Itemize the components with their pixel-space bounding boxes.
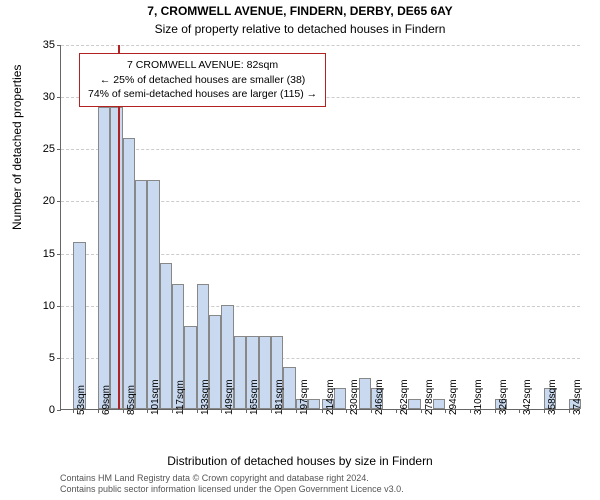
- x-tick-label: 181sqm: [274, 379, 285, 415]
- x-tick-label: 374sqm: [572, 379, 583, 415]
- y-tick-label: 25: [43, 143, 55, 155]
- y-tick-mark: [57, 45, 61, 46]
- x-tick-mark: [221, 409, 222, 413]
- gridline: [61, 45, 580, 46]
- histogram-bar: [123, 138, 135, 409]
- y-tick-label: 10: [43, 300, 55, 312]
- histogram-bar: [135, 180, 147, 409]
- x-tick-label: 197sqm: [299, 379, 310, 415]
- histogram-bar: [110, 107, 122, 409]
- y-tick-mark: [57, 201, 61, 202]
- y-axis-label: Number of detached properties: [10, 65, 24, 230]
- y-tick-mark: [57, 97, 61, 98]
- chart-subtitle: Size of property relative to detached ho…: [0, 22, 600, 36]
- histogram-bar: [408, 399, 420, 409]
- annotation-line2: ← 25% of detached houses are smaller (38…: [88, 73, 317, 88]
- x-tick-mark: [421, 409, 422, 413]
- y-tick-mark: [57, 410, 61, 411]
- x-tick-mark: [296, 409, 297, 413]
- y-tick-mark: [57, 149, 61, 150]
- x-tick-mark: [172, 409, 173, 413]
- histogram-bar: [283, 367, 295, 409]
- x-tick-label: 85sqm: [126, 385, 137, 415]
- histogram-bar: [73, 242, 85, 409]
- x-tick-label: 358sqm: [547, 379, 558, 415]
- x-tick-mark: [346, 409, 347, 413]
- attribution-text: Contains HM Land Registry data © Crown c…: [60, 473, 404, 496]
- x-tick-label: 278sqm: [424, 379, 435, 415]
- x-tick-mark: [396, 409, 397, 413]
- attribution-line2: Contains public sector information licen…: [60, 484, 404, 496]
- x-tick-mark: [123, 409, 124, 413]
- annotation-box: 7 CROMWELL AVENUE: 82sqm← 25% of detache…: [79, 53, 326, 107]
- x-tick-mark: [73, 409, 74, 413]
- x-tick-mark: [544, 409, 545, 413]
- x-tick-mark: [519, 409, 520, 413]
- chart-plot-area: 0510152025303553sqm69sqm85sqm101sqm117sq…: [60, 45, 580, 410]
- x-tick-mark: [371, 409, 372, 413]
- x-tick-label: 133sqm: [200, 379, 211, 415]
- x-tick-label: 165sqm: [249, 379, 260, 415]
- x-tick-mark: [271, 409, 272, 413]
- x-tick-mark: [147, 409, 148, 413]
- annotation-line1: 7 CROMWELL AVENUE: 82sqm: [88, 58, 317, 73]
- x-tick-label: 214sqm: [325, 379, 336, 415]
- x-tick-label: 326sqm: [498, 379, 509, 415]
- histogram-bar: [359, 378, 371, 409]
- x-tick-mark: [322, 409, 323, 413]
- y-tick-mark: [57, 254, 61, 255]
- y-tick-mark: [57, 358, 61, 359]
- x-tick-mark: [495, 409, 496, 413]
- x-tick-label: 294sqm: [448, 379, 459, 415]
- attribution-line1: Contains HM Land Registry data © Crown c…: [60, 473, 404, 485]
- y-tick-label: 20: [43, 195, 55, 207]
- x-tick-label: 69sqm: [101, 385, 112, 415]
- y-tick-label: 15: [43, 248, 55, 260]
- x-tick-label: 117sqm: [175, 380, 186, 415]
- histogram-bar: [259, 336, 271, 409]
- x-tick-mark: [197, 409, 198, 413]
- histogram-bar: [147, 180, 159, 409]
- histogram-bar: [234, 336, 246, 409]
- x-tick-mark: [445, 409, 446, 413]
- x-axis-label: Distribution of detached houses by size …: [0, 454, 600, 468]
- x-tick-label: 342sqm: [522, 379, 533, 415]
- x-tick-mark: [98, 409, 99, 413]
- x-tick-label: 53sqm: [76, 385, 87, 415]
- x-tick-label: 101sqm: [150, 379, 161, 415]
- histogram-bar: [98, 107, 110, 409]
- y-tick-label: 35: [43, 39, 55, 51]
- x-tick-mark: [470, 409, 471, 413]
- y-tick-label: 0: [49, 404, 55, 416]
- y-tick-label: 5: [49, 352, 55, 364]
- x-tick-label: 246sqm: [374, 379, 385, 415]
- chart-title: 7, CROMWELL AVENUE, FINDERN, DERBY, DE65…: [0, 4, 600, 18]
- histogram-bar: [160, 263, 172, 409]
- x-tick-label: 310sqm: [473, 379, 484, 415]
- x-tick-mark: [246, 409, 247, 413]
- x-tick-label: 262sqm: [399, 379, 410, 415]
- histogram-bar: [184, 326, 196, 409]
- y-tick-label: 30: [43, 91, 55, 103]
- gridline: [61, 149, 580, 150]
- x-tick-label: 230sqm: [349, 379, 360, 415]
- x-tick-mark: [569, 409, 570, 413]
- annotation-line3: 74% of semi-detached houses are larger (…: [88, 87, 317, 102]
- y-tick-mark: [57, 306, 61, 307]
- x-tick-label: 149sqm: [224, 379, 235, 415]
